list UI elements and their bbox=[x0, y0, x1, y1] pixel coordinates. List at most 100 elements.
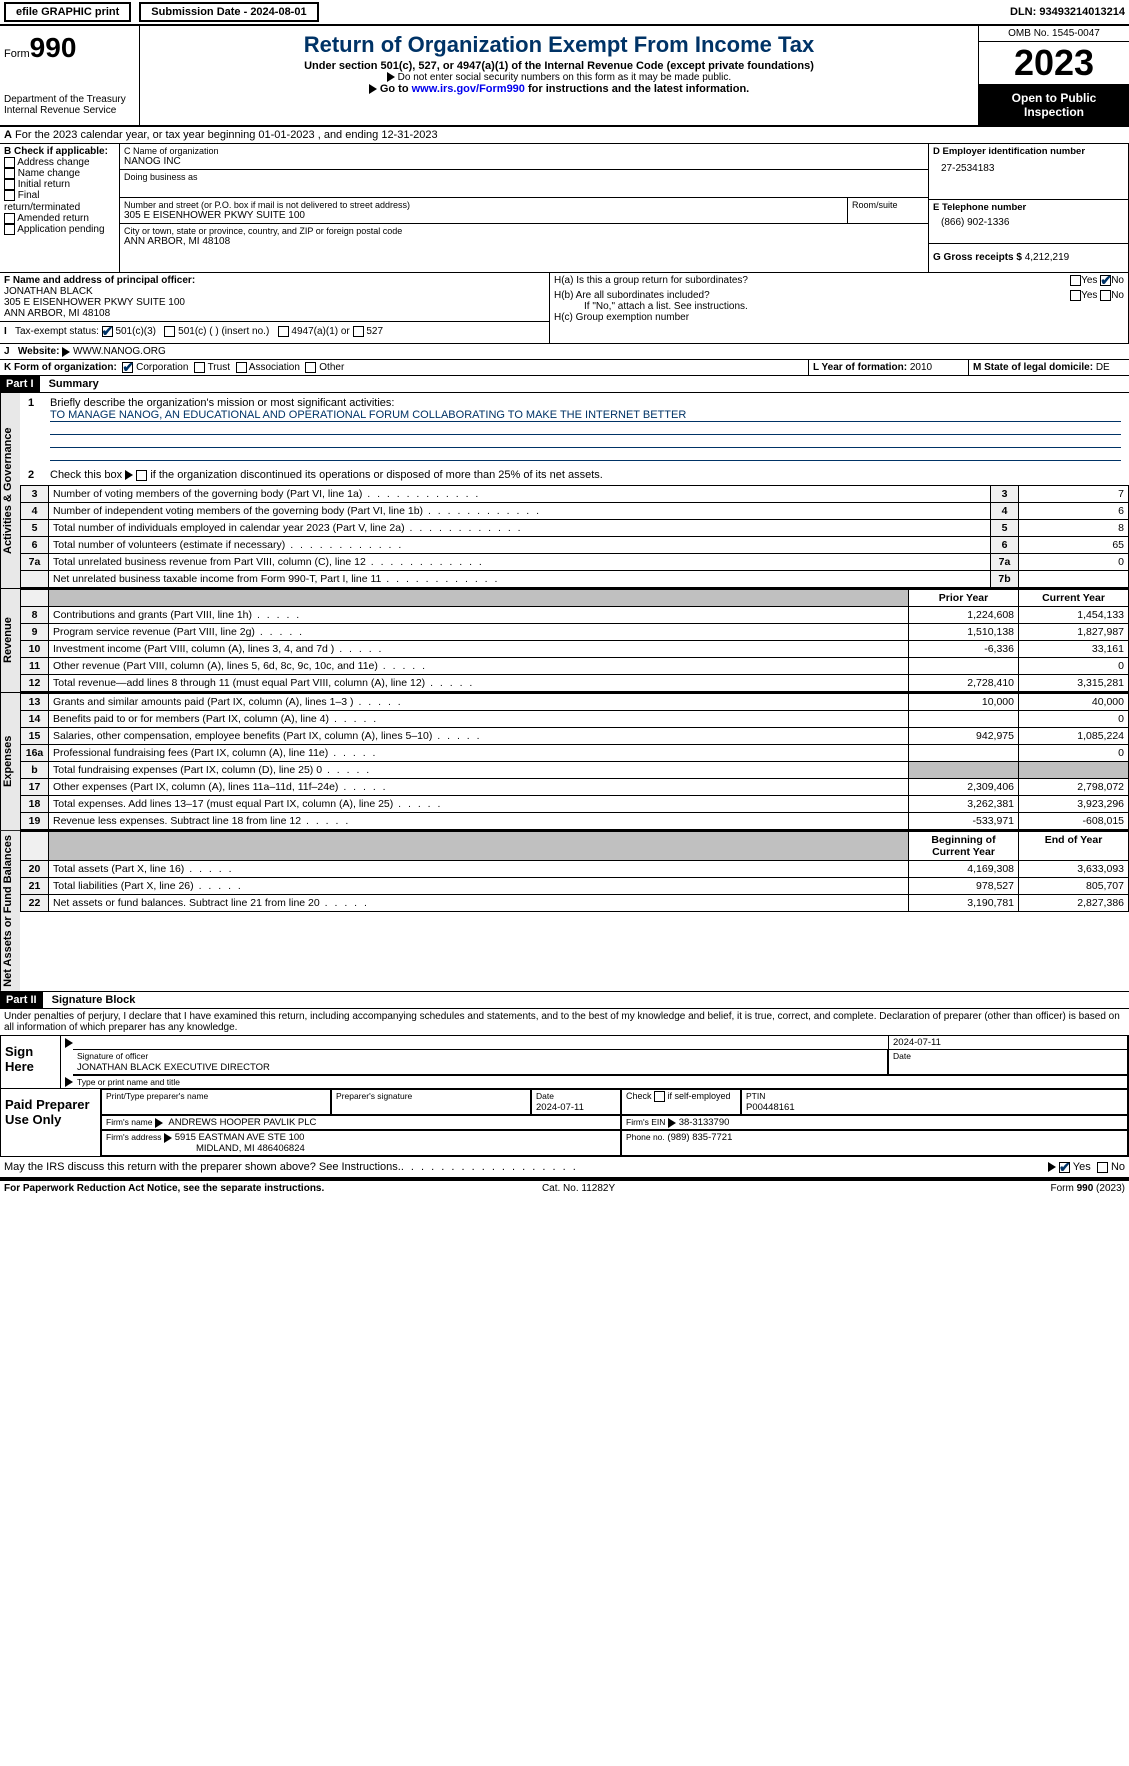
submission-date: Submission Date - 2024-08-01 bbox=[139, 2, 318, 22]
check-address-change[interactable] bbox=[4, 157, 15, 168]
current-year-value: 40,000 bbox=[1019, 694, 1129, 711]
cat-no: Cat. No. 11282Y bbox=[542, 1183, 615, 1194]
check-assoc[interactable] bbox=[236, 362, 247, 373]
line-label: Total assets (Part X, line 16) bbox=[49, 861, 909, 878]
line-num: b bbox=[21, 762, 49, 779]
hc-label: H(c) Group exemption number bbox=[554, 312, 1124, 323]
current-year-value: 3,923,296 bbox=[1019, 796, 1129, 813]
line-value: 0 bbox=[1019, 554, 1129, 571]
form-subtitle-2: Do not enter social security numbers on … bbox=[146, 72, 972, 83]
current-year-value: 0 bbox=[1019, 658, 1129, 675]
omb-number: OMB No. 1545-0047 bbox=[979, 26, 1129, 42]
line-label: Grants and similar amounts paid (Part IX… bbox=[49, 694, 909, 711]
line-box: 4 bbox=[991, 503, 1019, 520]
hb-no[interactable] bbox=[1100, 290, 1111, 301]
line-num: 6 bbox=[21, 537, 49, 554]
check-501c3[interactable] bbox=[102, 326, 113, 337]
line-num: 12 bbox=[21, 675, 49, 692]
check-corp[interactable] bbox=[122, 362, 133, 373]
street-value: 305 E EISENHOWER PKWY SUITE 100 bbox=[124, 210, 843, 221]
ha-yes[interactable] bbox=[1070, 275, 1081, 286]
hb-label: H(b) Are all subordinates included? bbox=[554, 290, 1070, 301]
check-527[interactable] bbox=[353, 326, 364, 337]
prior-year-value: 978,527 bbox=[909, 878, 1019, 895]
netassets-section: Net Assets or Fund Balances Beginning of… bbox=[0, 831, 1129, 992]
prior-year-value: 942,975 bbox=[909, 728, 1019, 745]
discuss-yes[interactable] bbox=[1059, 1162, 1070, 1173]
line-label: Number of independent voting members of … bbox=[49, 503, 991, 520]
ha-no[interactable] bbox=[1100, 275, 1111, 286]
ptin-value: P00448161 bbox=[746, 1102, 795, 1113]
entity-block: B Check if applicable: Address change Na… bbox=[0, 144, 1129, 273]
line-num: 4 bbox=[21, 503, 49, 520]
col-header: End of Year bbox=[1019, 832, 1129, 861]
line-label: Total revenue—add lines 8 through 11 (mu… bbox=[49, 675, 909, 692]
side-netassets: Net Assets or Fund Balances bbox=[0, 831, 20, 991]
officer-name: JONATHAN BLACK bbox=[4, 286, 545, 297]
line-label: Total number of individuals employed in … bbox=[49, 520, 991, 537]
col-header: Beginning of Current Year bbox=[909, 832, 1019, 861]
prior-year-value: 10,000 bbox=[909, 694, 1019, 711]
line-num: 13 bbox=[21, 694, 49, 711]
line-num: 21 bbox=[21, 878, 49, 895]
line-label: Total fundraising expenses (Part IX, col… bbox=[49, 762, 909, 779]
officer-sign-date: 2024-07-11 bbox=[893, 1037, 941, 1048]
dba-label: Doing business as bbox=[124, 172, 924, 182]
hb-yes[interactable] bbox=[1070, 290, 1081, 301]
room-label: Room/suite bbox=[848, 198, 928, 223]
line-label: Net unrelated business taxable income fr… bbox=[49, 571, 991, 588]
line-label: Contributions and grants (Part VIII, lin… bbox=[49, 607, 909, 624]
form-ref: Form 990 (2023) bbox=[1050, 1183, 1124, 1194]
q2-label: Check this box if the organization disco… bbox=[50, 469, 603, 481]
check-app-pending[interactable] bbox=[4, 224, 15, 235]
check-other[interactable] bbox=[305, 362, 316, 373]
line-box: 5 bbox=[991, 520, 1019, 537]
prior-year-value: 1,510,138 bbox=[909, 624, 1019, 641]
part2-head: Part II bbox=[0, 992, 43, 1008]
line-label: Total unrelated business revenue from Pa… bbox=[49, 554, 991, 571]
check-final-return[interactable] bbox=[4, 190, 15, 201]
officer-signed-name: JONATHAN BLACK EXECUTIVE DIRECTOR bbox=[77, 1062, 270, 1073]
firm-addr2: MIDLAND, MI 486406824 bbox=[106, 1143, 305, 1154]
check-amended[interactable] bbox=[4, 213, 15, 224]
line-num bbox=[21, 571, 49, 588]
box-l-label: L Year of formation: bbox=[813, 362, 907, 373]
revenue-section: Revenue Prior Year Current Year8 Contrib… bbox=[0, 589, 1129, 693]
form990-link[interactable]: www.irs.gov/Form990 bbox=[412, 83, 525, 95]
efile-print-button[interactable]: efile GRAPHIC print bbox=[4, 2, 131, 22]
current-year-value: 0 bbox=[1019, 745, 1129, 762]
line-num: 10 bbox=[21, 641, 49, 658]
discuss-no[interactable] bbox=[1097, 1162, 1108, 1173]
line-num: 3 bbox=[21, 486, 49, 503]
current-year-value: 2,827,386 bbox=[1019, 895, 1129, 912]
line-box: 7b bbox=[991, 571, 1019, 588]
check-name-change[interactable] bbox=[4, 168, 15, 179]
col-header: Current Year bbox=[1019, 590, 1129, 607]
state-domicile: DE bbox=[1096, 362, 1110, 373]
firm-phone: (989) 835-7721 bbox=[667, 1132, 732, 1143]
line-box: 3 bbox=[991, 486, 1019, 503]
check-self-employed[interactable] bbox=[654, 1091, 665, 1102]
check-4947[interactable] bbox=[278, 326, 289, 337]
prior-year-value: -533,971 bbox=[909, 813, 1019, 830]
check-trust[interactable] bbox=[194, 362, 205, 373]
side-governance: Activities & Governance bbox=[0, 393, 20, 588]
check-discontinued[interactable] bbox=[136, 470, 147, 481]
prior-year-value: 2,728,410 bbox=[909, 675, 1019, 692]
dln: DLN: 93493214013214 bbox=[1010, 6, 1125, 18]
part1-head: Part I bbox=[0, 376, 40, 392]
prep-date: 2024-07-11 bbox=[536, 1102, 584, 1113]
perjury-declaration: Under penalties of perjury, I declare th… bbox=[0, 1009, 1129, 1035]
governance-section: Activities & Governance 1 Briefly descri… bbox=[0, 393, 1129, 589]
box-m-label: M State of legal domicile: bbox=[973, 362, 1093, 373]
sign-here-label: Sign Here bbox=[1, 1036, 61, 1088]
line-num: 9 bbox=[21, 624, 49, 641]
line-num: 20 bbox=[21, 861, 49, 878]
prior-year-value: 3,190,781 bbox=[909, 895, 1019, 912]
top-bar: efile GRAPHIC print Submission Date - 20… bbox=[0, 0, 1129, 26]
check-501c[interactable] bbox=[164, 326, 175, 337]
check-initial-return[interactable] bbox=[4, 179, 15, 190]
mission-text: TO MANAGE NANOG, AN EDUCATIONAL AND OPER… bbox=[50, 409, 1121, 422]
firm-name: ANDREWS HOOPER PAVLIK PLC bbox=[168, 1117, 316, 1128]
gross-label: G Gross receipts $ bbox=[933, 252, 1022, 263]
